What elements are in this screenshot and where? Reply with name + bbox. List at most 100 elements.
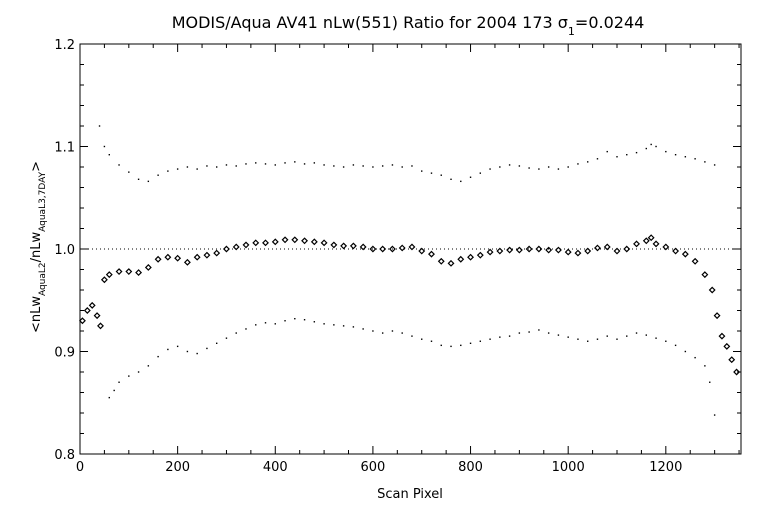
mean-ratio-point bbox=[388, 245, 396, 253]
upper-bound-point bbox=[460, 180, 462, 183]
lower-bound-point bbox=[381, 332, 384, 334]
upper-bound-point bbox=[577, 163, 579, 165]
mean-ratio-point bbox=[418, 247, 426, 255]
lower-bound-point bbox=[684, 350, 687, 353]
upper-bound-point bbox=[665, 150, 667, 153]
lower-bound-point bbox=[709, 381, 711, 383]
upper-bound-point bbox=[508, 164, 511, 166]
upper-bound-point bbox=[616, 156, 618, 158]
upper-bound-point bbox=[694, 158, 696, 160]
mean-ratio-point bbox=[164, 253, 172, 261]
mean-ratio-point bbox=[733, 368, 741, 376]
lower-bound-point bbox=[113, 389, 115, 392]
mean-ratio-point bbox=[310, 238, 318, 246]
mean-ratio-point bbox=[718, 332, 726, 340]
mean-ratio-point bbox=[584, 247, 592, 255]
mean-ratio-point bbox=[594, 244, 601, 252]
lower-bound-point bbox=[323, 323, 325, 325]
lower-bound-point bbox=[587, 340, 589, 342]
lower-bound-point bbox=[245, 328, 247, 330]
upper-bound-point bbox=[635, 151, 638, 154]
lower-bound-point bbox=[118, 381, 120, 383]
chart-title: MODIS/Aqua AV41 nLw(551) Ratio for 2004 … bbox=[172, 13, 645, 38]
mean-ratio-point bbox=[88, 301, 96, 309]
mean-ratio-point bbox=[271, 238, 279, 246]
lower-bound-point bbox=[303, 319, 306, 321]
mean-ratio-point bbox=[301, 237, 309, 245]
upper-bound-point bbox=[294, 161, 296, 163]
mean-ratio-point bbox=[428, 250, 435, 258]
lower-bound-point bbox=[440, 344, 442, 347]
mean-ratio-point bbox=[213, 249, 221, 257]
lower-bound-point bbox=[401, 332, 403, 334]
upper-bound-point bbox=[567, 166, 569, 168]
upper-bound-point bbox=[381, 165, 384, 167]
lower-bound-point bbox=[362, 328, 364, 330]
mean-ratio-point bbox=[691, 257, 699, 265]
mean-ratio-point bbox=[713, 312, 721, 320]
lower-bound-point bbox=[596, 338, 599, 340]
upper-bound-point bbox=[128, 171, 130, 173]
mean-ratio-point bbox=[652, 240, 660, 248]
upper-bound-point bbox=[528, 167, 530, 169]
lower-bound-point bbox=[704, 365, 706, 367]
lower-bound-point bbox=[489, 338, 491, 340]
x-tick-label: 800 bbox=[458, 460, 483, 475]
mean-ratio-point bbox=[83, 307, 91, 314]
lower-bound-point bbox=[128, 375, 130, 377]
mean-ratio-point bbox=[515, 246, 523, 254]
y-tick-label: 1.1 bbox=[54, 141, 75, 156]
upper-bound-point bbox=[401, 166, 403, 168]
x-tick-label: 1200 bbox=[649, 460, 682, 475]
x-tick-label: 600 bbox=[360, 460, 385, 475]
mean-ratio-point bbox=[467, 253, 474, 261]
mean-ratio-point bbox=[728, 356, 736, 364]
lower-bound-point bbox=[430, 340, 433, 342]
mean-ratio-point bbox=[408, 243, 416, 251]
axis-ticks: 0 200 400 600 800 1000 1200 0.8 0.9 1.0 1.1 1.2 bbox=[54, 38, 741, 475]
mean-ratio-point bbox=[93, 312, 101, 320]
mean-ratio-point bbox=[320, 239, 328, 247]
lower-bound-point bbox=[577, 338, 579, 340]
mean-ratio-point bbox=[647, 234, 655, 242]
mean-ratio-point bbox=[672, 247, 680, 255]
lower-bound-point bbox=[274, 323, 276, 325]
lower-bound-point bbox=[508, 335, 511, 337]
mean-ratio-point bbox=[564, 248, 572, 256]
upper-bound-point bbox=[342, 166, 345, 168]
mean-ratio-point bbox=[100, 276, 108, 284]
lower-bound-point bbox=[342, 325, 345, 327]
lower-bound-point bbox=[196, 352, 198, 355]
lower-bound-point bbox=[479, 340, 482, 342]
upper-bound-point bbox=[713, 164, 716, 166]
mean-ratio-point bbox=[369, 245, 377, 253]
x-tick-label: 400 bbox=[263, 460, 288, 475]
upper-bound-point bbox=[98, 125, 101, 127]
upper-bound-point bbox=[103, 145, 106, 148]
upper-bound-point bbox=[450, 178, 452, 180]
upper-bound-point bbox=[674, 154, 677, 156]
lower-bound-point bbox=[352, 326, 355, 328]
upper-bound-point bbox=[245, 163, 247, 165]
mean-ratio-point bbox=[496, 247, 504, 255]
lower-bound-point bbox=[713, 414, 716, 416]
x-tick-label: 200 bbox=[165, 460, 190, 475]
lower-bound-point bbox=[294, 318, 296, 320]
upper-bound-point bbox=[225, 164, 228, 166]
upper-bound-point bbox=[518, 165, 521, 167]
data-points bbox=[78, 125, 741, 416]
mean-ratio-point bbox=[330, 241, 338, 249]
upper-bound-point bbox=[372, 166, 374, 168]
mean-ratio-point bbox=[232, 243, 240, 251]
upper-bound-point bbox=[547, 166, 550, 168]
mean-ratio-point bbox=[662, 243, 670, 251]
mean-ratio-point bbox=[633, 240, 640, 248]
mean-ratio-point bbox=[398, 244, 406, 252]
upper-bound-point bbox=[186, 166, 189, 168]
upper-bound-point bbox=[626, 154, 628, 156]
upper-bound-point bbox=[215, 166, 218, 168]
mean-ratio-point bbox=[535, 245, 543, 253]
mean-ratio-point bbox=[135, 269, 143, 277]
lower-bound-point bbox=[411, 335, 413, 337]
mean-ratio-point bbox=[701, 271, 709, 279]
